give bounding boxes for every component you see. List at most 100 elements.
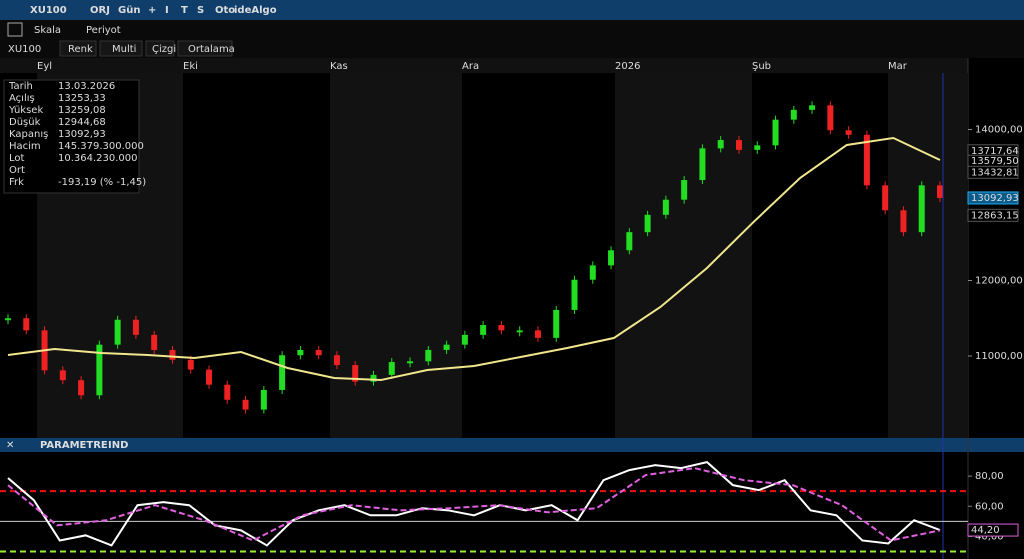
candle-body: [333, 355, 340, 366]
candle-body: [662, 199, 669, 215]
candle-body: [516, 330, 523, 333]
toolbar-item[interactable]: Skala: [34, 25, 61, 36]
indicator-header: [0, 438, 1024, 452]
candle-body: [589, 265, 596, 280]
price-label: 13432,81: [971, 167, 1019, 178]
series-item[interactable]: Çizgi: [152, 44, 176, 55]
info-label: Ort: [9, 165, 25, 176]
candle-body: [681, 180, 688, 200]
symbol[interactable]: XU100: [8, 44, 41, 55]
y-tick-label: 12000,00: [975, 275, 1023, 286]
candle-body: [297, 349, 304, 356]
info-box: [3, 79, 140, 194]
series-item[interactable]: Renk: [68, 44, 93, 55]
candle-body: [534, 330, 541, 338]
tab[interactable]: ORJ: [90, 5, 110, 16]
series-button[interactable]: [145, 40, 175, 57]
info-value: 13259,08: [58, 105, 106, 116]
candle-body: [827, 105, 834, 131]
candle-body: [772, 119, 779, 146]
candle-body: [845, 130, 852, 135]
month-label: Şub: [752, 61, 771, 72]
month-label: Ara: [462, 61, 479, 72]
price-label: 13579,50: [971, 156, 1019, 167]
tab[interactable]: T: [181, 5, 188, 16]
candle-body: [352, 365, 359, 382]
price-box: [967, 208, 1019, 222]
indicator-line: [7, 461, 941, 547]
moving-average: [7, 136, 941, 382]
candle-body: [790, 109, 797, 120]
tab[interactable]: Oto: [215, 5, 235, 16]
tab[interactable]: +: [148, 5, 156, 16]
candle-body: [699, 148, 706, 181]
tab[interactable]: XU100: [30, 5, 67, 16]
month-band: [615, 73, 752, 438]
tab[interactable]: S: [197, 5, 204, 16]
series-button[interactable]: [59, 40, 97, 57]
info-value: 10.364.230.000: [58, 153, 138, 164]
month-band: [888, 73, 968, 438]
info-label: Açılış: [9, 93, 35, 104]
info-value: -193,19 (% -1,45): [58, 177, 146, 188]
y-tick-label: 80,00: [975, 471, 1004, 482]
month-label: 2026: [615, 61, 640, 72]
info-label: Hacim: [9, 141, 41, 152]
candle-body: [443, 344, 450, 350]
indicator-header-label: PARAMETRE: [40, 440, 108, 451]
candle-body: [937, 185, 943, 198]
candle-body: [809, 105, 816, 110]
price-label: 13717,64: [971, 146, 1019, 157]
y-tick-label: 14000,00: [975, 124, 1023, 135]
series-button[interactable]: [177, 40, 233, 57]
month-band: [330, 73, 462, 438]
value-box: [967, 523, 1019, 537]
info-label: Tarih: [8, 81, 33, 92]
series-item[interactable]: Ortalama: [188, 44, 235, 55]
candle-body: [5, 318, 11, 321]
candle-body: [407, 361, 414, 364]
candle-body: [96, 344, 103, 396]
candle-body: [78, 380, 85, 396]
candle-body: [918, 185, 925, 233]
toolbar-item[interactable]: Periyot: [86, 25, 121, 36]
info-value: 13253,33: [58, 93, 106, 104]
candle-body: [206, 369, 213, 385]
month-label: Eyl: [37, 61, 52, 72]
title-bar: [0, 0, 1024, 20]
candle-body: [425, 349, 432, 362]
save-icon: [7, 22, 23, 37]
candle-body: [553, 309, 560, 338]
price-label: 13092,93: [971, 193, 1019, 204]
series-button[interactable]: [99, 40, 143, 57]
info-label: Lot: [9, 153, 25, 164]
info-value: 13092,93: [58, 129, 106, 140]
price-label: 12863,15: [971, 210, 1019, 221]
candle-body: [735, 140, 742, 150]
y-tick-label: 11000,00: [975, 351, 1023, 362]
info-value: 145.379.300.000: [58, 141, 144, 152]
candle-body: [224, 384, 231, 400]
close-icon: ✕: [6, 440, 14, 451]
candle-body: [260, 389, 267, 410]
tab[interactable]: I: [165, 5, 169, 16]
candle-body: [882, 185, 889, 211]
tab[interactable]: Gün: [118, 5, 140, 16]
candle-body: [187, 359, 194, 370]
candle-body: [59, 370, 66, 381]
candle-body: [151, 334, 158, 350]
month-label: Eki: [183, 61, 198, 72]
price-box: [967, 165, 1019, 179]
series-item[interactable]: Multi: [112, 44, 136, 55]
y-tick-label: 40,00: [975, 531, 1004, 542]
candle-body: [626, 232, 633, 251]
month-label: Mar: [888, 61, 908, 72]
info-value: 12944,68: [58, 117, 106, 128]
candle-body: [370, 374, 377, 382]
price-box: [967, 191, 1019, 205]
tab[interactable]: ideAlgo: [234, 5, 277, 16]
indicator-header-label: IND: [108, 440, 128, 451]
candle-body: [279, 355, 286, 390]
